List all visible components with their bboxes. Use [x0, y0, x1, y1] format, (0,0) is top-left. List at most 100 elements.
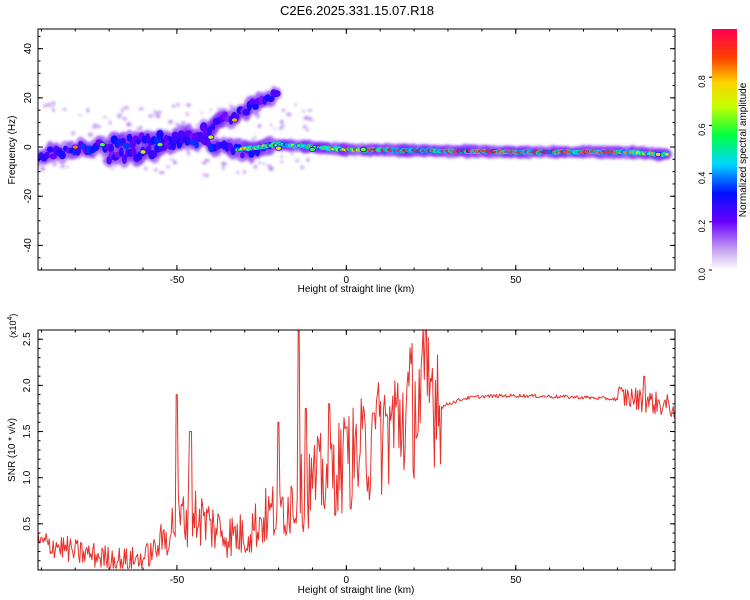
snr-multiplier-exp: 4: [7, 316, 14, 320]
spectrogram-noise: [279, 119, 284, 124]
spectrogram-noise: [186, 103, 192, 107]
spectrogram-hotspot: [156, 141, 164, 148]
spectrogram-noise: [169, 158, 175, 161]
spectrogram-noise: [51, 106, 54, 109]
spectrogram-blob: [121, 154, 127, 165]
snr-xtick-label: 0: [344, 575, 350, 586]
spectrogram-noise: [204, 159, 210, 162]
spectrogram-noise: [266, 164, 272, 167]
spectrogram-blob: [267, 95, 275, 103]
snr-xtick-label: 50: [510, 575, 522, 586]
spectrogram-hotspot: [359, 146, 367, 153]
spectrogram-xtick-label: 0: [344, 275, 350, 286]
spectrogram-ytick-label: 40: [23, 43, 34, 55]
spectrogram-noise: [280, 155, 283, 159]
spectrogram-noise: [185, 111, 190, 117]
snr-panel: -50 0 50 0.5 1.0 1.5 2.0 2.5 Height of straight…: [7, 314, 676, 596]
spectrogram-noise: [273, 127, 277, 130]
spectrogram-ylabel: Frequency (Hz): [7, 116, 18, 185]
colorbar-label: Normalized spectral amplitude: [738, 82, 749, 217]
spectrogram-noise: [86, 107, 90, 113]
snr-ytick-label: 2.0: [22, 378, 33, 392]
spectrogram-blob: [58, 150, 66, 160]
spectrogram-noise: [286, 112, 292, 117]
spectrogram-blob: [240, 152, 245, 159]
colorbar-ticks: 0.0 0.2 0.4 0.6 0.8: [697, 75, 712, 281]
spectrogram-noise: [147, 114, 154, 118]
spectrogram-hotspot: [309, 146, 316, 153]
spectrogram-noise: [39, 166, 46, 172]
spectrogram-noise: [122, 116, 127, 121]
spectrogram-noise: [269, 166, 274, 172]
spectrogram-halo: [38, 85, 673, 178]
spectrogram-blob: [252, 103, 259, 110]
spectrogram-noise: [66, 165, 69, 169]
spectrogram-noise: [295, 158, 300, 163]
spectrogram-blob-peak: [664, 152, 669, 156]
spectrogram-noise: [279, 123, 285, 129]
colorbar-tick-label: 0.8: [697, 75, 707, 88]
spectrogram-noise: [290, 151, 294, 156]
spectrogram-frame: [37, 28, 676, 271]
spectrogram-blob: [119, 147, 124, 157]
spectrogram-hotspot: [207, 134, 215, 140]
snr-ytick-label: 0.5: [22, 516, 33, 530]
spectrogram-noise: [172, 104, 176, 108]
spectrogram-ytick-label: -20: [23, 189, 34, 204]
spectrogram-noise: [143, 166, 148, 171]
snr-ticks: -50 0 50 0.5 1.0 1.5 2.0 2.5: [22, 330, 675, 586]
spectrogram-hotspot: [654, 151, 662, 158]
spectrogram-ytick-label: -40: [23, 238, 34, 253]
spectrogram-noise: [302, 124, 307, 129]
spectrogram-xtick-label: 50: [510, 275, 522, 286]
spectrogram-noise: [172, 160, 178, 165]
spectrogram-noise: [236, 170, 239, 175]
spectrogram-noise: [159, 170, 165, 175]
spectrogram-hotspot: [231, 117, 238, 123]
spectrogram-noise: [97, 125, 102, 129]
spectrogram-noise: [307, 109, 313, 112]
spectrogram-noise: [181, 120, 186, 125]
spectrogram-blob: [242, 108, 251, 116]
spectrogram-noise: [138, 107, 144, 111]
spectrogram-noise: [153, 168, 158, 172]
spectrogram-noise: [120, 107, 124, 113]
spectrogram-noise: [51, 162, 58, 167]
spectrogram-noise: [110, 168, 114, 171]
spectrogram-blob: [108, 143, 114, 154]
spectrogram-blob: [46, 146, 54, 153]
spectrogram-noise: [254, 134, 257, 140]
spectrogram-noise: [262, 162, 265, 166]
spectrogram-blob: [156, 129, 164, 140]
colorbar-tick-label: 0.2: [697, 220, 707, 233]
spectrogram-noise: [186, 151, 191, 156]
spectrogram-noise: [253, 165, 258, 169]
spectrogram-blob: [126, 133, 133, 142]
spectrogram-ticks: -50 0 50 -40 -20 0 20 40: [23, 29, 675, 286]
spectrogram-noise: [216, 107, 222, 111]
colorbar: 0.0 0.2 0.4 0.6 0.8 Normalized spectral ampl…: [697, 29, 749, 281]
spectrogram-noise: [201, 173, 206, 177]
spectrogram-noise: [310, 118, 314, 122]
snr-ytick-label: 2.5: [22, 332, 33, 346]
spectrogram-heatmap: [38, 85, 673, 178]
spectrogram-noise: [304, 116, 311, 120]
spectrogram-noise: [139, 125, 143, 130]
spectrogram-hotspot: [139, 149, 147, 155]
snr-xlabel: Height of straight line (km): [298, 585, 415, 596]
spectrogram-noise: [71, 131, 76, 136]
spectrogram-noise: [280, 160, 284, 163]
spectrogram-noise: [221, 161, 227, 166]
spectrogram-blob: [146, 145, 152, 152]
spectrogram-blob: [123, 142, 130, 150]
spectrogram-noise: [301, 109, 306, 113]
spectrogram-noise: [195, 123, 198, 128]
spectrogram-noise: [306, 158, 310, 162]
spectrogram-noise: [200, 112, 204, 115]
spectrogram-noise: [258, 161, 261, 164]
snr-ylabel: SNR (10 * v/v): [7, 418, 18, 482]
spectrogram-hotspot: [98, 141, 106, 148]
snr-series-line: [38, 330, 675, 569]
spectrogram-noise: [176, 102, 181, 107]
